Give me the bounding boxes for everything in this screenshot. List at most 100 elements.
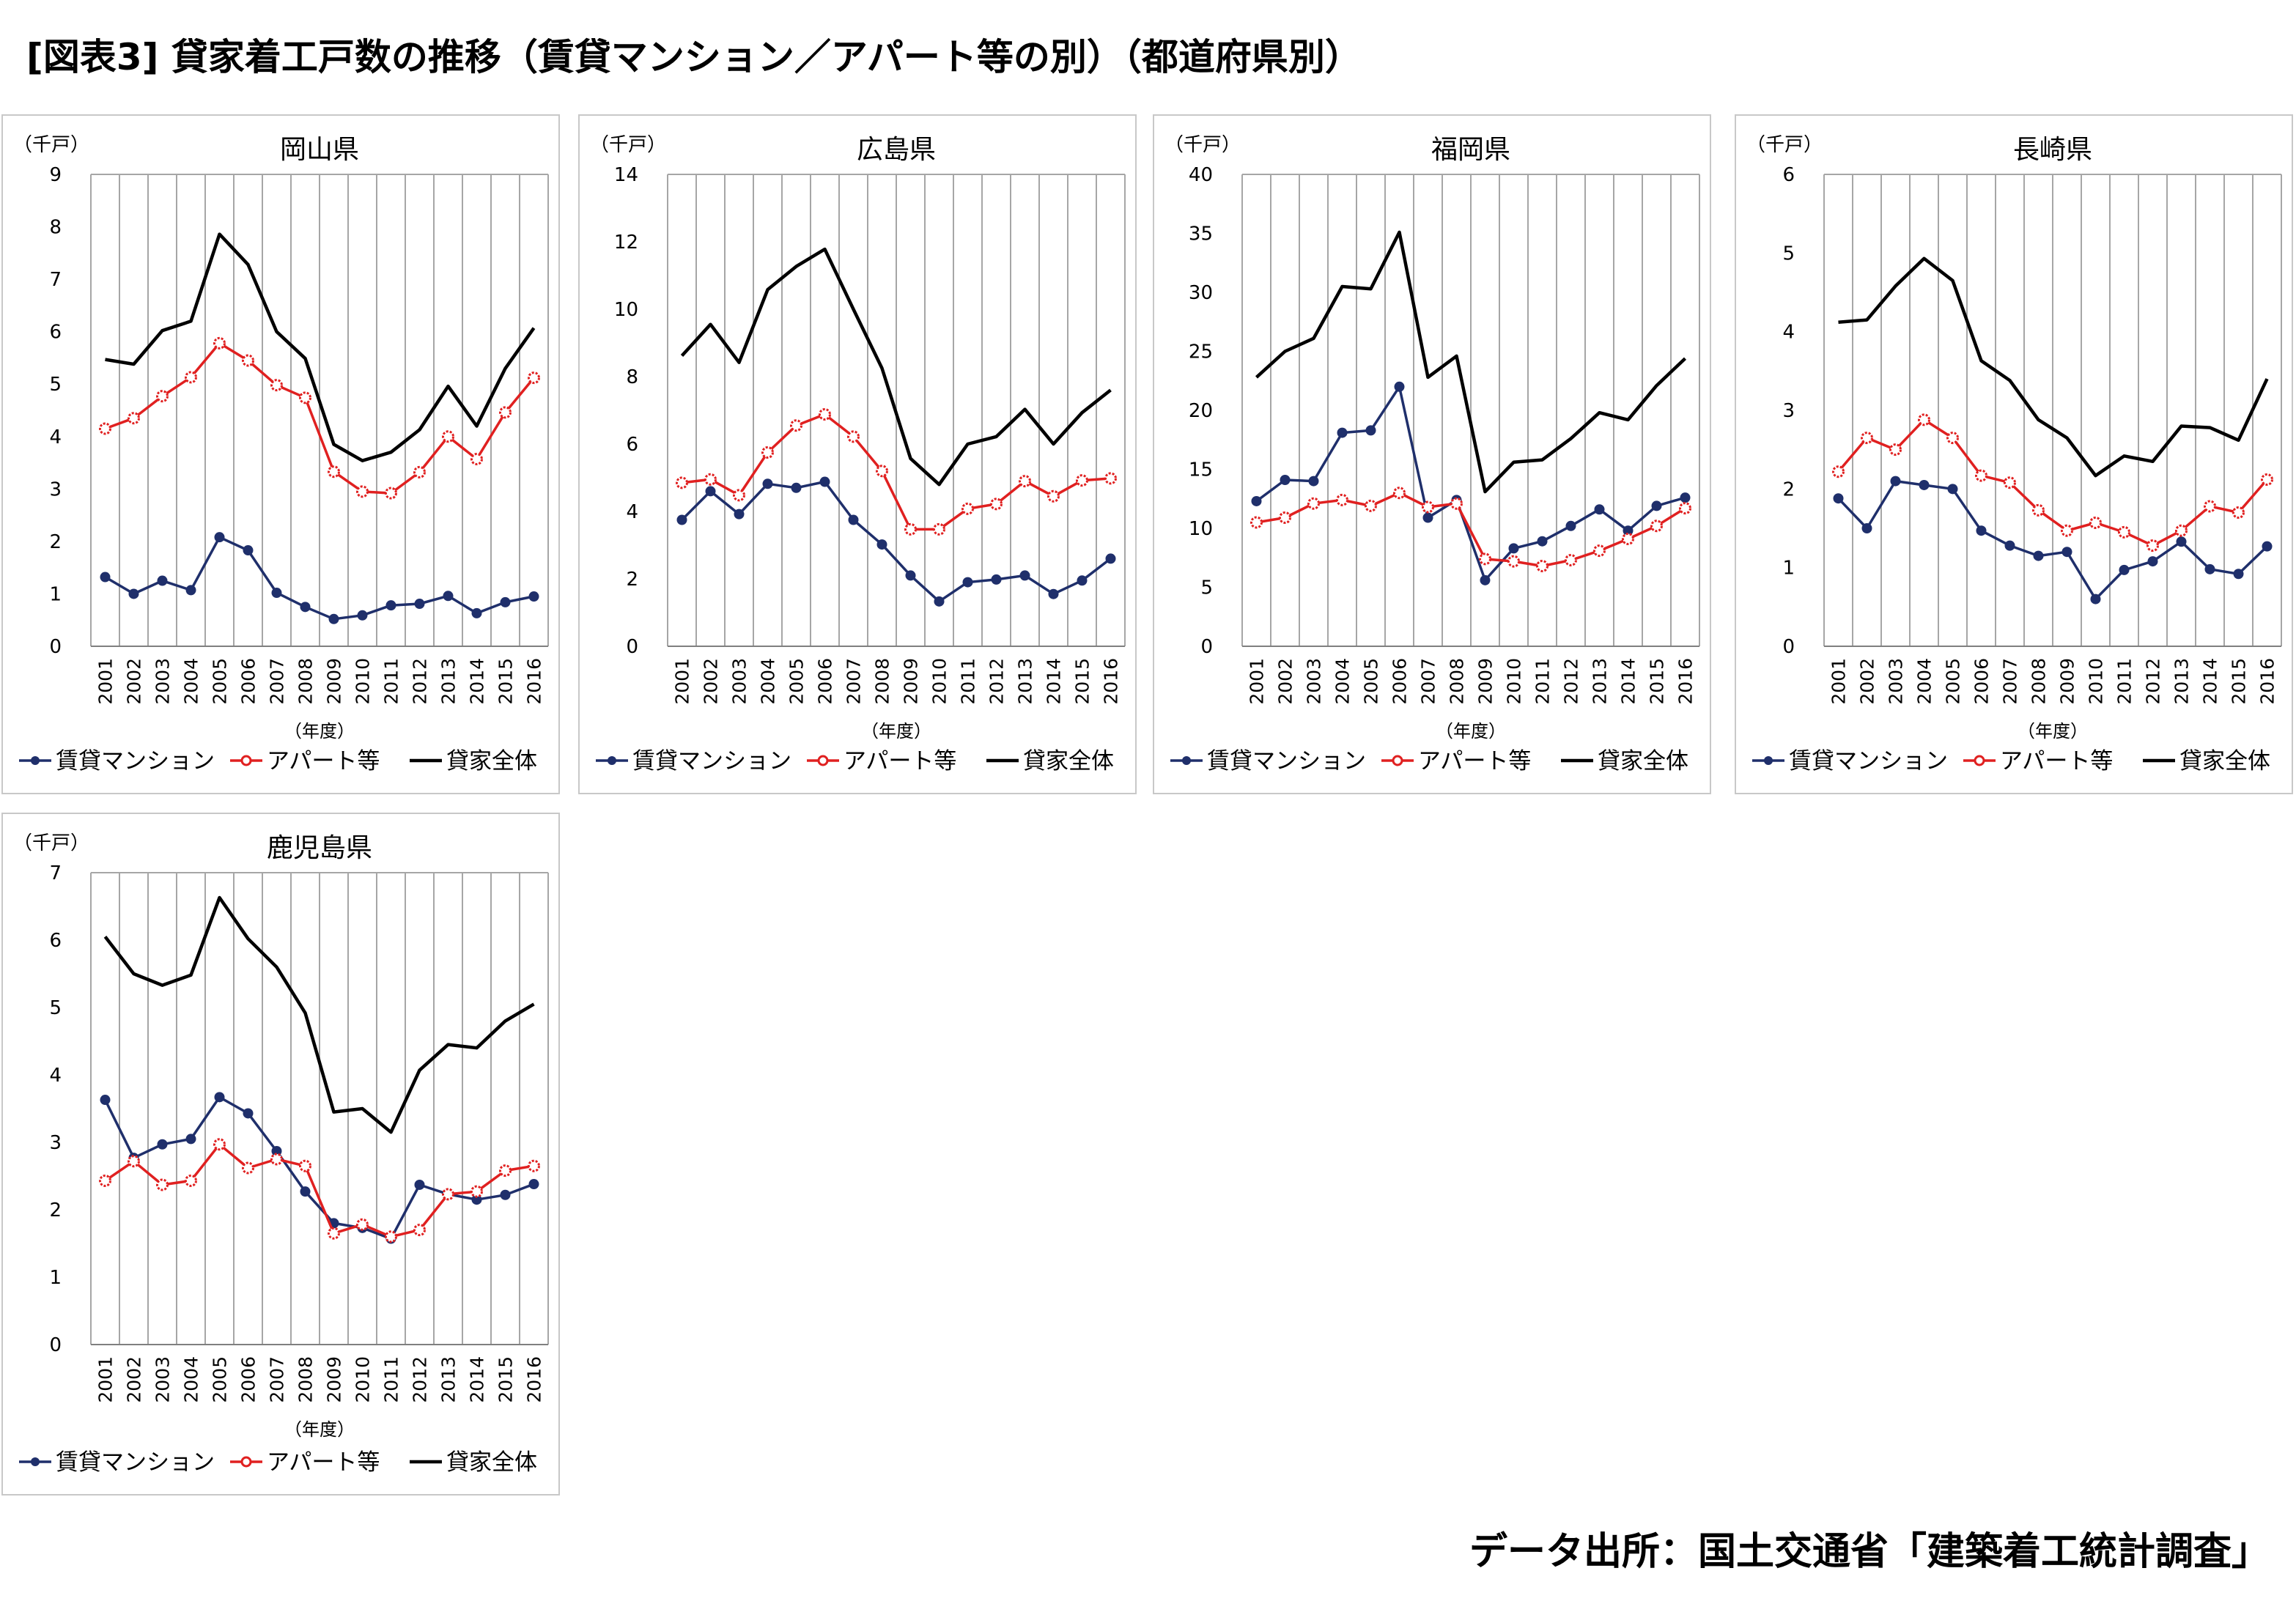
data-point-apart (185, 371, 197, 384)
page-title: [図表3] 貸家着工戸数の推移（賃貸マンション／アパート等の別）（都道府県別） (26, 36, 1362, 78)
data-point-apart (1536, 560, 1548, 573)
x-tick-label: 2012 (2142, 658, 2163, 705)
data-point-mansion (1251, 495, 1262, 506)
data-point-apart (356, 485, 369, 498)
series-line-apart (682, 413, 1111, 531)
data-point-mansion (243, 545, 254, 556)
x-tick-label: 2007 (266, 1356, 287, 1403)
series-line-mansion (103, 1095, 535, 1241)
x-tick-label: 2004 (1913, 658, 1935, 705)
legend-marker-mansion (1764, 756, 1773, 765)
data-point-apart (99, 1174, 111, 1187)
data-point-mansion (528, 1179, 539, 1190)
x-tick-label: 2001 (1828, 658, 1849, 705)
y-tick-label: 0 (1200, 636, 1213, 658)
data-point-mansion (1594, 504, 1605, 515)
data-point-apart (1336, 493, 1348, 506)
x-tick-label: 2003 (1885, 658, 1906, 705)
x-tick-label: 2005 (786, 658, 807, 705)
legend-label-apart: アパート等 (844, 748, 956, 774)
x-tick-label: 2001 (95, 658, 116, 705)
data-point-apart (1250, 516, 1263, 529)
data-point-apart (299, 391, 311, 404)
data-point-mansion (500, 1189, 511, 1200)
x-tick-label: 2002 (1856, 658, 1878, 705)
data-point-mansion (934, 596, 945, 607)
data-point-mansion (185, 585, 196, 596)
x-tick-label: 2008 (1446, 658, 1467, 705)
y-tick-label: 5 (49, 374, 62, 396)
chart-panel-okayama: 岡山県 （千戸） 0 1 2 3 4 5 6 7 8 9 2001 2002 2003 2004 2005 200… (1, 114, 560, 794)
data-point-mansion (1565, 520, 1576, 531)
y-tick-label: 0 (49, 1334, 62, 1356)
x-axis-label: （年度） (284, 721, 355, 742)
x-tick-label: 2016 (523, 1356, 545, 1403)
x-tick-label: 2002 (123, 1356, 144, 1403)
data-point-mansion (1537, 536, 1548, 547)
data-point-apart (1307, 497, 1320, 510)
chart-panel-nagasaki: 長崎県 （千戸） 0 1 2 3 4 5 6 2001 2002 2003 2004 2005 2006 20… (1735, 114, 2293, 794)
data-point-mansion (2061, 547, 2072, 558)
chart-title: 広島県 (857, 135, 936, 165)
data-point-apart (1861, 432, 1873, 445)
data-point-mansion (762, 478, 773, 489)
data-point-apart (528, 1159, 540, 1172)
x-tick-label: 2015 (1071, 658, 1093, 705)
legend-label-total: 貸家全体 (1598, 748, 1688, 774)
data-point-apart (128, 1155, 140, 1168)
data-point-mansion (2204, 563, 2215, 574)
data-point-apart (2146, 539, 2159, 552)
data-point-apart (156, 1178, 169, 1191)
y-tick-label: 1 (1782, 558, 1795, 580)
legend-label-apart: アパート等 (2000, 748, 2113, 774)
data-point-mansion (905, 570, 916, 581)
y-tick-label: 5 (1200, 577, 1213, 599)
chart-svg: 岡山県 （千戸） 0 1 2 3 4 5 6 7 8 9 2001 2002 2003 2004 2005 200… (13, 134, 549, 774)
data-point-mansion (2176, 536, 2187, 547)
data-point-apart (733, 489, 745, 502)
series-line-mansion (104, 536, 534, 621)
data-point-apart (528, 371, 540, 385)
series-line-mansion (681, 480, 1112, 603)
x-tick-label: 2016 (2256, 658, 2278, 705)
x-tick-label: 2007 (1999, 658, 2020, 705)
data-point-apart (242, 354, 254, 367)
legend-marker-mansion (608, 756, 616, 765)
data-point-mansion (1976, 525, 1987, 536)
data-point-mansion (414, 1179, 425, 1190)
data-point-apart (704, 473, 717, 486)
data-point-apart (2089, 516, 2102, 529)
x-tick-label: 2014 (466, 1356, 487, 1403)
data-point-apart (413, 465, 426, 478)
chart-title: 長崎県 (2013, 135, 2092, 165)
data-point-apart (213, 1138, 226, 1151)
x-tick-label: 2005 (1942, 658, 1963, 705)
data-point-mansion (100, 572, 111, 583)
legend-label-apart: アパート等 (267, 1449, 380, 1476)
series-line-mansion (1837, 479, 2268, 601)
series-line-total (1838, 256, 2269, 478)
chart-svg: 広島県 （千戸） 0 2 4 6 8 10 12 14 2001 2002 2003 2004 2005 20… (590, 134, 1126, 774)
source-note: データ出所：国土交通省「建築着工統計調査」 (1469, 1530, 2270, 1574)
x-tick-label: 2013 (1014, 658, 1036, 705)
data-point-apart (470, 453, 483, 466)
x-tick-label: 2004 (180, 1356, 202, 1403)
data-point-mansion (1019, 570, 1030, 581)
y-tick-label: 8 (49, 217, 62, 239)
data-point-mansion (243, 1108, 254, 1119)
x-tick-label: 2013 (438, 658, 459, 705)
x-tick-label: 2006 (1971, 658, 1992, 705)
data-point-mansion (1861, 523, 1872, 533)
y-tick-label: 5 (49, 997, 62, 1019)
chart-panel-hiroshima: 広島県 （千戸） 0 2 4 6 8 10 12 14 2001 2002 2003 2004 2005 20… (578, 114, 1137, 794)
y-tick-label: 1 (49, 1267, 62, 1289)
data-point-mansion (1422, 512, 1433, 523)
data-point-apart (156, 390, 169, 403)
data-point-apart (2232, 506, 2245, 520)
data-point-mansion (271, 588, 282, 599)
x-tick-label: 2016 (523, 658, 545, 705)
chart-panel-fukuoka: 福岡県 （千戸） 0 5 10 15 20 25 30 35 40 2001 2002 2003 2004 2… (1153, 114, 1711, 794)
data-point-apart (1393, 487, 1406, 500)
data-point-apart (1019, 475, 1031, 488)
x-tick-label: 2001 (95, 1356, 116, 1403)
